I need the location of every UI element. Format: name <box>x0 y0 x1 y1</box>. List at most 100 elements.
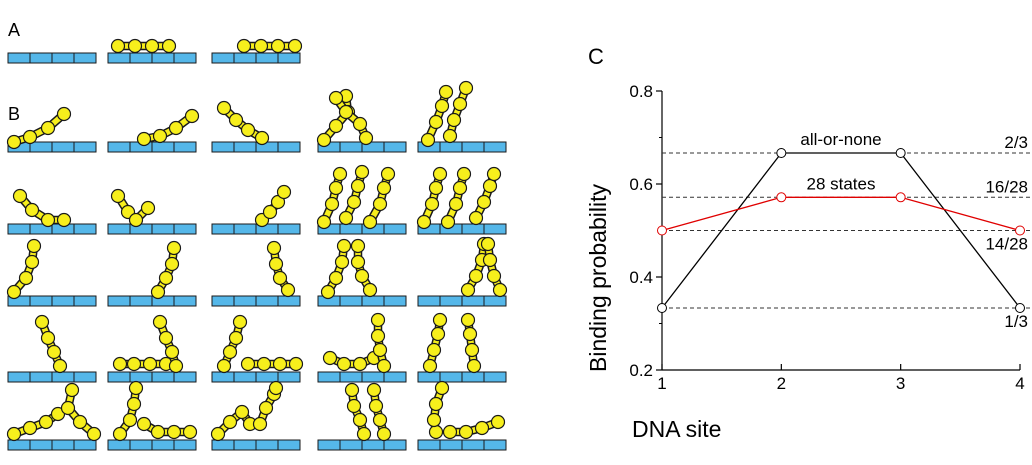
bound-molecule <box>152 314 184 374</box>
molecule-link <box>321 93 351 143</box>
molecule-bead <box>258 400 274 416</box>
binding-probability-chart: DNA site Binding probability 0.2 0.4 0.6 0.… <box>585 82 1032 442</box>
x-axis-label: DNA site <box>632 416 721 442</box>
series-line <box>661 152 1021 309</box>
series-line <box>661 196 1021 232</box>
molecule-bead <box>158 330 174 346</box>
molecule-bead <box>350 178 366 194</box>
molecule-link <box>141 421 193 435</box>
molecule-bead <box>316 214 332 230</box>
molecule-bead <box>446 112 462 128</box>
y-tick-label: 0.2 <box>629 361 653 380</box>
molecule-bead <box>270 38 286 54</box>
molecule-bead <box>458 424 474 440</box>
molecule-bead <box>428 396 444 412</box>
bound-molecule <box>6 238 42 300</box>
molecule-bead <box>234 404 250 420</box>
bound-molecule <box>320 238 352 300</box>
molecule-bead <box>40 212 56 228</box>
molecule-bead <box>266 240 282 256</box>
molecule-bead <box>240 122 256 138</box>
molecule-bead <box>466 358 482 374</box>
molecule-bead <box>336 238 352 254</box>
molecule-bead <box>168 120 184 136</box>
molecule-bead <box>376 426 392 442</box>
molecule-link <box>445 171 467 225</box>
molecule-bead <box>432 312 448 328</box>
bound-molecule <box>422 312 448 374</box>
molecule-bead <box>372 196 388 212</box>
molecule-bead <box>354 164 370 180</box>
dna-strand <box>317 439 407 451</box>
molecule-bead <box>112 356 128 372</box>
molecule-bead <box>268 256 284 272</box>
bound-molecule <box>362 166 396 230</box>
bound-molecule <box>6 106 72 150</box>
molecule-bead <box>128 212 144 228</box>
molecule-bead <box>424 196 440 212</box>
dna-strand <box>417 371 507 383</box>
molecule-bead <box>354 268 370 284</box>
molecule-bead <box>366 382 382 398</box>
molecule-bead <box>158 270 174 286</box>
molecule-link <box>117 385 139 437</box>
bound-molecule <box>216 100 270 146</box>
molecule-link <box>221 319 243 369</box>
molecule-link <box>11 111 67 145</box>
bound-molecule <box>112 356 174 372</box>
dna-strand <box>417 223 507 235</box>
molecule-bead <box>24 254 40 270</box>
bound-molecule <box>240 356 304 372</box>
y-tick-label: 0.6 <box>629 175 653 194</box>
dna-strand <box>417 141 507 153</box>
bound-molecule <box>34 314 68 374</box>
molecule-bead <box>486 166 502 182</box>
data-point <box>895 147 906 158</box>
molecule-bead <box>164 256 180 272</box>
molecule-bead <box>490 414 506 430</box>
dna-strand <box>107 439 197 451</box>
x-tick-label: 2 <box>777 374 786 393</box>
bound-molecule <box>366 382 392 442</box>
bound-molecule <box>350 238 378 298</box>
molecule-bead <box>334 254 350 270</box>
molecule-bead <box>336 356 352 372</box>
molecule-bead <box>460 312 476 328</box>
molecule-bead <box>236 38 252 54</box>
molecule-bead <box>324 196 340 212</box>
molecule-bead <box>222 414 238 430</box>
dna-strand <box>211 223 301 235</box>
molecule-link <box>447 419 501 435</box>
molecule-bead <box>438 84 454 100</box>
molecule-bead <box>442 424 458 440</box>
molecule-link <box>421 171 443 225</box>
molecule-link <box>271 245 291 293</box>
molecule-link <box>425 89 449 143</box>
molecule-bead <box>422 358 438 374</box>
bound-molecule <box>460 312 482 374</box>
molecule-bead <box>262 204 278 220</box>
molecule-bead <box>346 398 362 414</box>
reference-label: 16/28 <box>985 177 1028 196</box>
molecule-bead <box>328 118 344 134</box>
molecule-link <box>343 169 365 221</box>
molecule-bead <box>428 180 444 196</box>
molecule-bead <box>24 202 40 218</box>
molecule-bead <box>482 178 498 194</box>
dna-strand <box>107 371 197 383</box>
series-label: all-or-none <box>800 130 881 149</box>
molecule-bead <box>442 128 458 144</box>
molecule-bead <box>72 414 88 430</box>
molecule-bead <box>142 356 158 372</box>
molecule-bead <box>280 282 296 298</box>
molecule-bead <box>462 326 478 342</box>
bound-molecule <box>328 90 374 146</box>
data-point <box>657 303 667 314</box>
molecule-bead <box>184 108 200 124</box>
dna-strand <box>317 295 407 307</box>
data-point <box>1015 225 1025 236</box>
panel-a-label: A <box>8 20 20 40</box>
molecule-bead <box>86 426 102 442</box>
dna-strand <box>107 295 197 307</box>
bound-molecule <box>266 240 296 298</box>
